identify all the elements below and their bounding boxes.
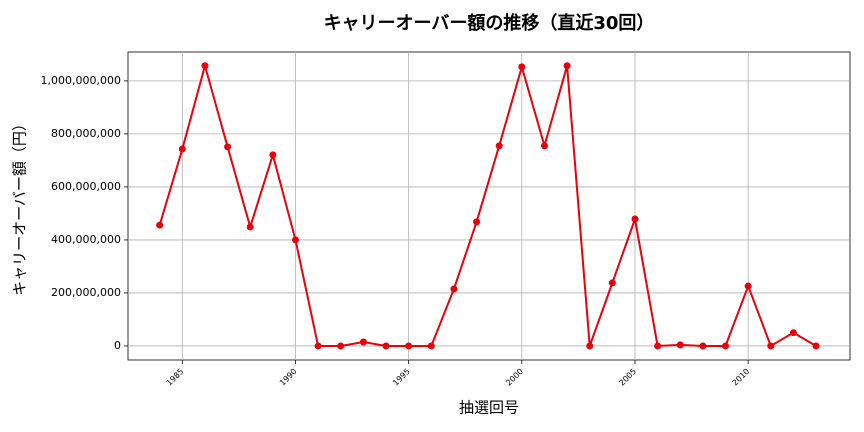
x-axis-label: 抽選回号 [459, 399, 519, 417]
data-point [631, 215, 639, 223]
x-tick-label: 1985 [165, 367, 186, 388]
x-tick-label: 2005 [617, 367, 638, 388]
data-point [427, 342, 435, 350]
data-point [382, 342, 390, 350]
chart-title: キャリーオーバー額の推移（直近30回） [324, 12, 655, 34]
plot-frame [127, 51, 851, 361]
data-point [224, 143, 232, 151]
y-tick-label: 400,000,000 [51, 233, 121, 246]
data-point [269, 151, 277, 159]
data-point [314, 342, 322, 350]
data-point [156, 221, 164, 229]
data-point [405, 342, 413, 350]
y-axis-label: キャリーオーバー額（円） [11, 116, 29, 296]
data-point [676, 341, 684, 349]
data-point [789, 329, 797, 337]
data-point [337, 342, 345, 350]
data-point [359, 338, 367, 346]
marks [156, 62, 820, 350]
x-tick-label: 2000 [504, 367, 525, 388]
data-point [473, 218, 481, 226]
x-tick-label: 2010 [731, 367, 752, 388]
y-tick-label: 600,000,000 [51, 180, 121, 193]
y-tick-label: 0 [114, 339, 121, 352]
data-point [586, 342, 594, 350]
x-tick-label: 1995 [391, 367, 412, 388]
data-point [178, 145, 186, 153]
data-point [291, 236, 299, 244]
data-point [722, 342, 730, 350]
y-tick-label: 200,000,000 [51, 286, 121, 299]
x-tick-label: 1990 [278, 367, 299, 388]
data-point [563, 62, 571, 70]
data-point [654, 342, 662, 350]
y-tick-label: 800,000,000 [51, 127, 121, 140]
data-point [495, 142, 503, 150]
data-point [608, 279, 616, 287]
data-point [201, 62, 209, 70]
data-point [246, 223, 254, 231]
data-point [540, 142, 548, 150]
data-point [767, 342, 775, 350]
data-line [158, 62, 817, 348]
data-point [812, 342, 820, 350]
data-point [699, 342, 707, 350]
y-tick-label: 1,000,000,000 [41, 74, 121, 87]
data-point [450, 285, 458, 293]
data-point [518, 63, 526, 71]
data-point [744, 282, 752, 290]
